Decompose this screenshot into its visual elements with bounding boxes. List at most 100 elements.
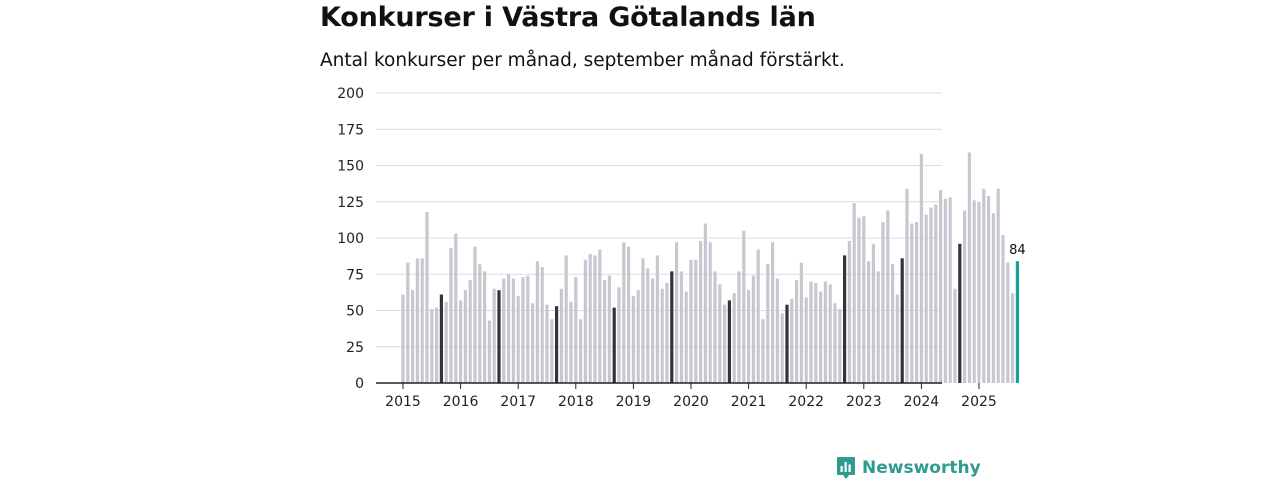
bar bbox=[919, 153, 923, 383]
bar bbox=[550, 319, 554, 383]
bar bbox=[862, 216, 866, 383]
bar bbox=[588, 253, 592, 383]
bar bbox=[857, 217, 861, 383]
bar bbox=[886, 210, 890, 383]
x-tick-label: 2019 bbox=[616, 394, 652, 410]
bar bbox=[622, 242, 626, 383]
bar bbox=[463, 290, 467, 383]
bar bbox=[934, 204, 938, 383]
bar bbox=[790, 298, 794, 383]
bar bbox=[694, 259, 698, 383]
bar bbox=[804, 297, 808, 383]
bar bbox=[665, 282, 669, 383]
latest-value-label: 84 bbox=[1009, 243, 1026, 258]
x-tick-label: 2015 bbox=[385, 394, 421, 410]
bar bbox=[742, 230, 746, 383]
bar bbox=[761, 319, 765, 383]
bar bbox=[910, 223, 914, 383]
bar bbox=[1001, 235, 1005, 383]
bar bbox=[660, 288, 664, 383]
bar bbox=[646, 268, 650, 383]
bar bbox=[809, 281, 813, 383]
bar bbox=[511, 278, 515, 383]
bar bbox=[982, 188, 986, 383]
bar bbox=[905, 188, 909, 383]
bar bbox=[833, 303, 837, 383]
bar bbox=[636, 290, 640, 383]
bar bbox=[780, 313, 784, 383]
bar bbox=[847, 240, 851, 383]
bar bbox=[943, 198, 947, 383]
bar bbox=[977, 201, 981, 383]
bar bbox=[689, 259, 693, 383]
chart-title: Konkurser i Västra Götalands län bbox=[320, 2, 816, 33]
x-tick-label: 2024 bbox=[904, 394, 940, 410]
bar bbox=[526, 275, 530, 383]
bar bbox=[631, 296, 635, 383]
bar bbox=[771, 242, 775, 383]
bar bbox=[823, 281, 827, 383]
bar bbox=[540, 267, 544, 383]
bar bbox=[915, 222, 919, 383]
bar bbox=[593, 255, 597, 383]
bar bbox=[415, 258, 419, 383]
bar bbox=[449, 248, 453, 383]
y-tick-label: 75 bbox=[346, 267, 364, 283]
bar bbox=[871, 243, 875, 383]
bar-september bbox=[439, 294, 443, 383]
x-tick-label: 2020 bbox=[673, 394, 709, 410]
bar bbox=[799, 262, 803, 383]
bar bbox=[852, 203, 856, 383]
bar-september bbox=[900, 258, 904, 383]
bar-september bbox=[727, 300, 731, 383]
bar bbox=[766, 264, 770, 383]
bar bbox=[939, 190, 943, 383]
bar bbox=[411, 290, 415, 383]
bar bbox=[1006, 262, 1010, 383]
bar bbox=[987, 195, 991, 383]
bar bbox=[756, 249, 760, 383]
bar bbox=[737, 271, 741, 383]
bar bbox=[881, 222, 885, 383]
bar bbox=[603, 280, 607, 383]
bar bbox=[564, 255, 568, 383]
bar bbox=[583, 259, 587, 383]
bar bbox=[617, 287, 621, 383]
bar bbox=[655, 255, 659, 383]
bar bbox=[435, 307, 439, 383]
bar-september bbox=[612, 307, 616, 383]
bar bbox=[535, 261, 539, 383]
y-tick-label: 125 bbox=[337, 195, 364, 211]
bar bbox=[641, 258, 645, 383]
bar bbox=[651, 278, 655, 383]
bar-september bbox=[785, 304, 789, 383]
bar bbox=[963, 210, 967, 383]
bar bbox=[929, 207, 933, 383]
y-tick-label: 0 bbox=[355, 376, 364, 392]
bar bbox=[948, 197, 952, 383]
bar bbox=[607, 275, 611, 383]
bar bbox=[828, 284, 832, 383]
bar bbox=[1011, 293, 1015, 383]
bar bbox=[747, 290, 751, 383]
bar-latest bbox=[1015, 261, 1019, 383]
x-tick-label: 2021 bbox=[731, 394, 767, 410]
x-tick-label: 2022 bbox=[788, 394, 824, 410]
bar bbox=[876, 271, 880, 383]
y-tick-label: 50 bbox=[346, 304, 364, 320]
bar bbox=[751, 275, 755, 383]
bar bbox=[420, 258, 424, 383]
bar bbox=[775, 278, 779, 383]
bar bbox=[713, 271, 717, 383]
bar bbox=[406, 262, 410, 383]
bar bbox=[468, 280, 472, 383]
x-tick-label: 2023 bbox=[846, 394, 882, 410]
bar bbox=[430, 309, 434, 383]
bar-september bbox=[670, 271, 674, 383]
bar-september bbox=[958, 243, 962, 383]
bar bbox=[732, 293, 736, 383]
bar bbox=[819, 291, 823, 383]
bar bbox=[699, 240, 703, 383]
newsworthy-brand[interactable]: Newsworthy bbox=[836, 455, 981, 481]
bar bbox=[718, 284, 722, 383]
